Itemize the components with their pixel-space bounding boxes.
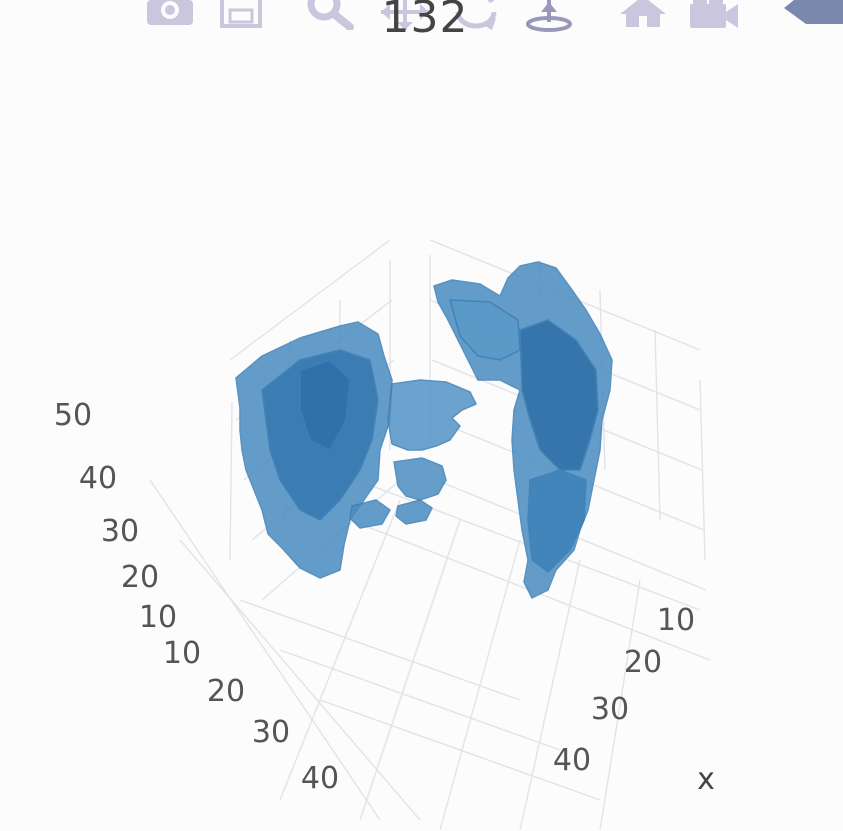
z-tick-label: 40 [79, 461, 117, 496]
x-tick-label: 40 [553, 743, 591, 778]
z-tick-label: 10 [139, 600, 177, 635]
grid-line [279, 499, 401, 801]
mesh-surface [393, 457, 447, 501]
home-icon[interactable] [618, 0, 668, 28]
save-icon[interactable] [220, 0, 262, 28]
grid-line [229, 401, 233, 561]
grid-line [179, 539, 421, 821]
grid-line [239, 599, 521, 701]
grid-line [359, 519, 461, 821]
grid-line [149, 479, 381, 821]
y-tick-label: 40 [301, 761, 339, 796]
mesh-surface [387, 379, 477, 451]
x-axis-title: x [697, 762, 715, 797]
orbit-rotate-icon[interactable] [452, 0, 500, 32]
mesh-surface [449, 299, 521, 361]
camera-icon[interactable] [146, 0, 194, 28]
grid-line [319, 699, 601, 801]
grid-line [279, 649, 561, 751]
y-tick-label: 20 [207, 674, 245, 709]
grid-line [439, 539, 521, 831]
zoom-icon[interactable] [306, 0, 356, 30]
turntable-icon[interactable] [524, 0, 574, 34]
mesh-surface [299, 359, 351, 451]
x-tick-label: 30 [591, 692, 629, 727]
camera-last-save-icon[interactable] [688, 0, 740, 30]
pan-icon[interactable] [378, 0, 432, 32]
grid-line [229, 239, 391, 361]
modebar [0, 0, 843, 34]
y-tick-label: 30 [252, 715, 290, 750]
mesh-surface [395, 499, 433, 525]
mesh-volume [235, 261, 613, 599]
z-tick-label: 30 [101, 514, 139, 549]
grid-line [329, 469, 701, 611]
mesh-surface [527, 469, 587, 573]
grid-line [654, 329, 661, 521]
mesh-surface [519, 319, 599, 471]
grid-line [699, 379, 706, 561]
plotly-logo-icon[interactable] [784, 0, 843, 26]
grid-lines [149, 239, 711, 831]
x-tick-label: 20 [624, 645, 662, 680]
z-tick-label: 50 [54, 398, 92, 433]
grid-line [599, 579, 641, 831]
chart-title: 132 [381, 0, 469, 43]
x-tick-label: 10 [657, 603, 695, 638]
mesh-surface [349, 499, 391, 529]
y-tick-label: 10 [163, 636, 201, 671]
z-tick-label: 20 [121, 560, 159, 595]
